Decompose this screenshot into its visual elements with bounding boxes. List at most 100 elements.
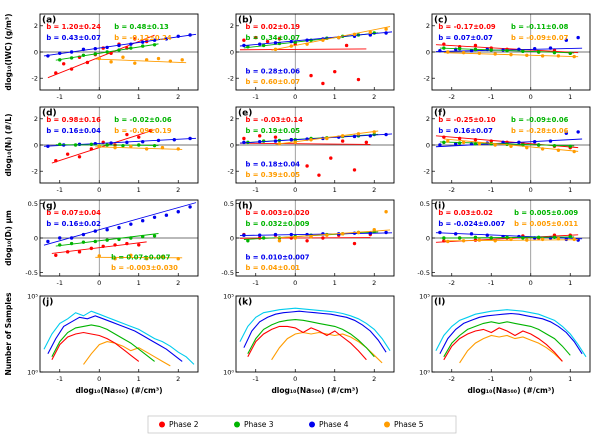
panel-d: -1 0 1 2 -2 0 2 b = 0.98±0.16 b = 0.16±0.04 b = -… <box>32 106 199 194</box>
y-tick-label: -0.5 <box>25 269 38 277</box>
scatter-point <box>125 140 129 145</box>
scatter-point <box>117 225 121 230</box>
x-tick-label: 2 <box>176 279 180 287</box>
a-series-phase5 <box>95 55 187 65</box>
scatter-point <box>188 205 192 209</box>
scatter-point <box>117 237 121 242</box>
panel-label: (i) <box>434 202 445 212</box>
scatter-point <box>352 32 357 37</box>
regression-line <box>95 146 183 150</box>
sample-count-line <box>239 307 391 352</box>
scatter-point <box>293 236 297 240</box>
scatter-point <box>568 144 572 149</box>
scatter-point <box>129 253 133 257</box>
legend: Phase 2 Phase 3 Phase 4 Phase 5 <box>147 415 457 434</box>
regression-annotation: b = 1.20±0.24 <box>46 23 101 31</box>
scatter-point <box>493 143 497 147</box>
l-series-phase3 <box>443 321 571 358</box>
regression-annotation: b = 0.032±0.009 <box>245 220 309 228</box>
scatter-point <box>356 77 361 82</box>
regression-line <box>239 142 371 145</box>
regression-annotation: b = 0.03±0.02 <box>438 209 493 217</box>
scatter-point <box>576 130 580 134</box>
x-tick-label: 0 <box>529 93 533 101</box>
scatter-point <box>509 52 513 57</box>
scatter-point <box>46 144 50 149</box>
scatter-point <box>109 141 113 145</box>
regression-annotation: b = -0.03±0.14 <box>245 116 303 124</box>
y-tick-label: 0 <box>426 234 430 242</box>
panel-k: -1 0 1 2 10⁰ 10⁵ (k) <box>223 292 395 383</box>
regression-line <box>435 138 583 148</box>
g-series-phase4 <box>43 202 197 246</box>
panel-label: (c) <box>434 16 448 26</box>
scatter-point <box>93 239 98 244</box>
j-series-phase2 <box>51 331 140 362</box>
scatter-point <box>69 50 74 54</box>
sample-count-line <box>47 315 183 362</box>
scatter-point <box>242 140 246 145</box>
scatter-point <box>65 250 70 254</box>
y-tick-label: -2 <box>424 168 430 176</box>
scatter-point <box>461 140 466 145</box>
y-tick-label: 10⁰ <box>27 368 38 376</box>
scatter-point <box>129 46 133 50</box>
regression-annotation: b = -0.17±0.09 <box>438 23 496 31</box>
y-tick-label: 0 <box>230 48 234 56</box>
scatter-point <box>152 215 157 219</box>
regression-annotation: b = 0.43±0.07 <box>46 34 101 42</box>
sample-count-line <box>83 341 171 367</box>
y-tick-label: -0.5 <box>417 269 430 277</box>
regression-annotation: b = 0.07±0.07 <box>438 34 493 42</box>
y-tick-label: 10⁰ <box>419 368 430 376</box>
x-tick-label: 2 <box>176 375 180 383</box>
scatter-point <box>525 53 529 57</box>
scatter-point <box>556 54 561 58</box>
d-series-phase4 <box>43 136 197 149</box>
x-tick-label: 0 <box>529 186 533 194</box>
axes-box <box>235 295 395 373</box>
scatter-point <box>525 238 529 242</box>
scatter-point <box>261 139 266 143</box>
x-tick-label: 1 <box>137 375 141 383</box>
scatter-point <box>176 210 180 214</box>
scatter-point <box>152 38 157 42</box>
scatter-point <box>242 43 246 48</box>
x-tick-label: 1 <box>333 279 337 287</box>
scatter-point <box>81 232 86 237</box>
sample-count-line <box>243 310 387 353</box>
scatter-point <box>242 136 246 141</box>
scatter-point <box>148 128 153 133</box>
scatter-point <box>58 51 62 56</box>
f-series-phase4 <box>435 130 583 148</box>
scatter-point <box>58 58 62 62</box>
x-axis-title: dlog₁₀(Na₅₀₀) (#/cm³) <box>271 386 358 395</box>
regression-annotation: b = 0.98±0.16 <box>46 116 101 124</box>
scatter-point <box>457 141 462 145</box>
regression-line <box>95 58 187 64</box>
scatter-point <box>121 143 125 148</box>
sample-count-line <box>43 310 195 365</box>
y-tick-label: -2 <box>228 75 234 83</box>
y-tick-label: 2 <box>34 22 38 30</box>
scatter-point <box>105 143 109 147</box>
scatter-point <box>493 239 497 243</box>
scatter-point <box>176 257 180 261</box>
scatter-point <box>309 234 313 239</box>
scatter-point <box>58 142 62 147</box>
scatter-point <box>572 237 576 242</box>
scatter-point <box>58 243 62 247</box>
x-tick-label: -1 <box>488 375 494 383</box>
scatter-point <box>469 48 474 53</box>
scatter-point <box>384 132 388 137</box>
y-tick-label: 0 <box>426 141 430 149</box>
scatter-point <box>160 145 165 150</box>
scatter-point <box>54 159 58 163</box>
x-tick-label: -1 <box>488 93 494 101</box>
j-series-phase5 <box>83 341 171 367</box>
scatter-point <box>164 37 169 41</box>
scatter-point <box>117 43 121 48</box>
scatter-point <box>141 40 145 44</box>
scatter-point <box>144 257 149 261</box>
